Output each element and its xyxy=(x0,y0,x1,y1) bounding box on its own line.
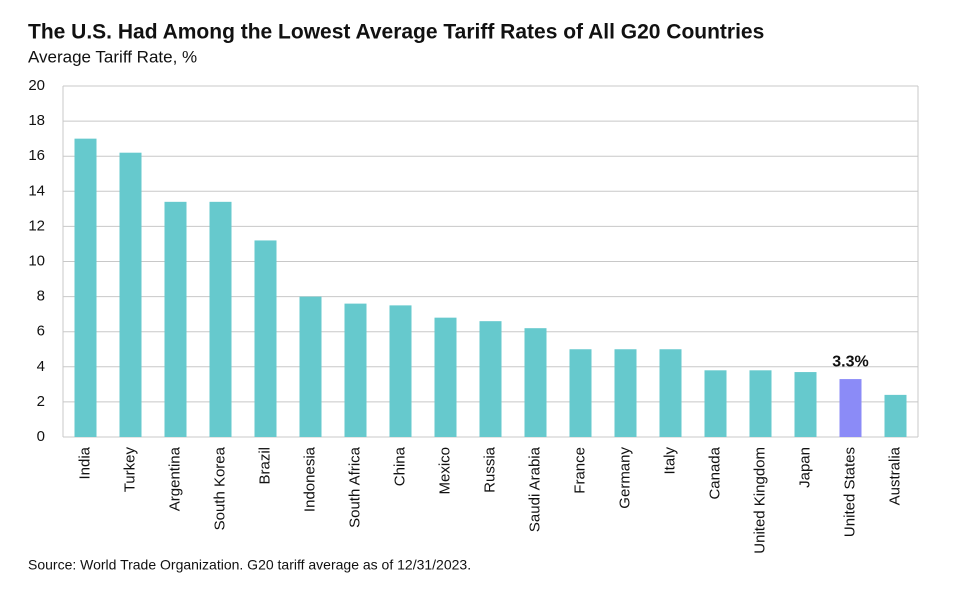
y-tick-label: 12 xyxy=(28,217,45,234)
bar xyxy=(389,305,412,437)
x-tick-label: France xyxy=(571,447,588,494)
x-tick-label: Japan xyxy=(796,447,813,488)
x-tick-label: Germany xyxy=(616,447,633,509)
chart-subtitle: Average Tariff Rate, % xyxy=(28,47,197,66)
y-tick-label: 18 xyxy=(28,112,45,129)
x-tick-label: China xyxy=(391,446,408,486)
y-tick-label: 4 xyxy=(37,358,45,375)
bar xyxy=(839,379,862,437)
source-note: Source: World Trade Organization. G20 ta… xyxy=(28,557,471,573)
y-tick-label: 6 xyxy=(37,323,45,340)
bar xyxy=(299,296,322,437)
bar xyxy=(524,328,547,437)
bar xyxy=(794,372,817,437)
bar xyxy=(614,349,637,437)
bar xyxy=(884,394,907,437)
bar xyxy=(704,370,727,437)
bar xyxy=(74,138,97,437)
bar xyxy=(344,303,367,437)
x-tick-label: South Africa xyxy=(346,446,363,528)
bar xyxy=(479,321,502,437)
y-tick-label: 8 xyxy=(37,288,45,305)
bar xyxy=(659,349,682,437)
x-tick-label: United Kingdom xyxy=(751,447,768,554)
y-tick-label: 16 xyxy=(28,147,45,164)
bar xyxy=(209,201,232,437)
x-tick-label: Russia xyxy=(481,446,498,493)
value-label: 3.3% xyxy=(832,353,868,370)
x-tick-label: Brazil xyxy=(256,447,273,485)
x-tick-label: Indonesia xyxy=(301,446,318,512)
y-tick-label: 14 xyxy=(28,182,45,199)
x-tick-label: Argentina xyxy=(166,446,183,511)
x-tick-label: India xyxy=(76,446,93,479)
chart-title: The U.S. Had Among the Lowest Average Ta… xyxy=(28,21,764,44)
x-tick-label: Turkey xyxy=(121,447,138,493)
bar xyxy=(434,317,457,437)
y-tick-label: 0 xyxy=(37,428,45,445)
x-tick-label: Mexico xyxy=(436,447,453,495)
y-tick-label: 2 xyxy=(37,393,45,410)
x-tick-label: Italy xyxy=(661,447,678,475)
x-tick-label: Canada xyxy=(706,446,723,499)
bar xyxy=(164,201,187,437)
y-tick-label: 10 xyxy=(28,252,45,269)
x-tick-label: United States xyxy=(841,447,858,537)
bar xyxy=(119,152,142,437)
bar xyxy=(569,349,592,437)
y-tick-label: 20 xyxy=(28,77,45,94)
x-tick-label: Saudi Arabia xyxy=(526,446,543,532)
x-tick-label: South Korea xyxy=(211,446,228,530)
bar xyxy=(254,240,277,437)
x-tick-label: Australia xyxy=(886,446,903,505)
bar xyxy=(749,370,772,437)
